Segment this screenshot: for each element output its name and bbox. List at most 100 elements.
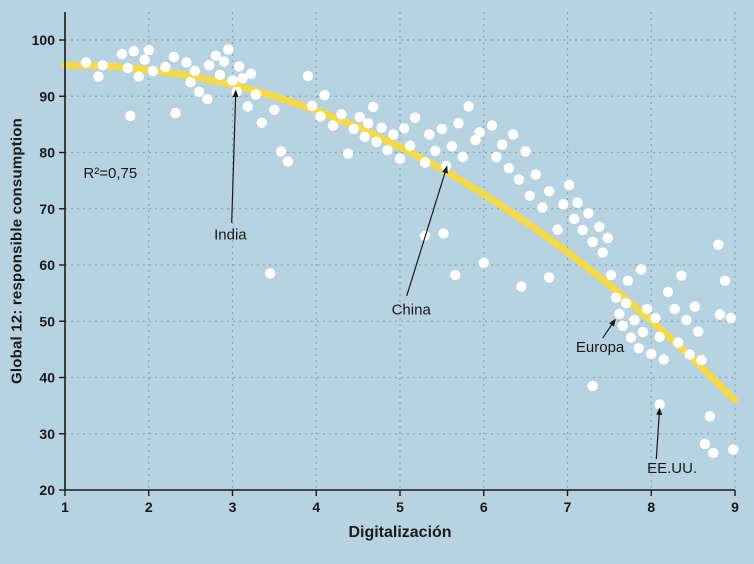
scatter-point	[147, 65, 159, 77]
x-tick-label: 5	[396, 499, 404, 515]
scatter-point	[714, 309, 726, 320]
scatter-point	[713, 239, 724, 250]
scatter-point	[654, 331, 665, 343]
scatter-point	[242, 101, 253, 112]
y-tick-label: 80	[39, 145, 55, 161]
scatter-point	[336, 109, 347, 120]
scatter-point	[463, 101, 474, 112]
x-tick-label: 3	[229, 499, 237, 515]
scatter-point	[376, 122, 387, 133]
y-tick-label: 100	[32, 32, 56, 48]
scatter-point	[602, 232, 613, 244]
y-tick-label: 20	[39, 482, 55, 498]
scatter-point	[363, 118, 374, 129]
annotation-arrow-eeuu	[655, 407, 663, 460]
scatter-point	[256, 117, 267, 128]
scatter-point	[636, 264, 647, 275]
scatter-point	[629, 314, 640, 326]
scatter-point	[497, 139, 508, 150]
scatter-point	[210, 50, 221, 61]
scatter-point	[282, 156, 293, 167]
scatter-point	[125, 110, 136, 122]
scatter-point	[388, 129, 399, 140]
scatter-point	[689, 301, 700, 312]
scatter-point	[453, 118, 464, 129]
scatter-point	[543, 186, 555, 197]
scatter-point	[160, 61, 171, 73]
scatter-point	[342, 148, 354, 159]
scatter-point	[672, 337, 684, 348]
scatter-point	[181, 57, 192, 68]
scatter-point	[650, 312, 661, 324]
x-tick-label: 8	[647, 499, 655, 515]
scatter-point	[633, 343, 644, 354]
scatter-point	[669, 303, 680, 315]
scatter-point	[597, 247, 608, 258]
scatter-point	[696, 354, 707, 366]
scatter-point	[637, 326, 649, 338]
scatter-point	[185, 77, 196, 88]
scatter-point	[486, 120, 498, 131]
scatter-point	[516, 281, 527, 292]
annotation-label-china: China	[392, 302, 432, 319]
scatter-point	[354, 111, 365, 123]
y-tick-label: 30	[39, 426, 55, 442]
scatter-point	[610, 292, 622, 303]
scatter-point	[704, 411, 716, 422]
scatter-point	[478, 257, 489, 268]
x-tick-label: 9	[731, 499, 739, 515]
scatter-point	[170, 107, 181, 119]
scatter-point	[513, 174, 525, 185]
annotation-label-eeuu: EE.UU.	[647, 460, 697, 477]
scatter-point	[203, 60, 215, 71]
scatter-point	[641, 303, 653, 315]
scatter-point	[237, 73, 248, 84]
annotation-label-india: India	[214, 227, 247, 244]
scatter-point	[302, 70, 314, 82]
scatter-point	[214, 69, 226, 81]
scatter-point	[564, 179, 575, 191]
scatter-point	[245, 68, 257, 80]
scatter-point	[622, 275, 633, 286]
scatter-point	[507, 129, 519, 140]
scatter-point	[676, 270, 687, 281]
scatter-point	[543, 272, 555, 283]
scatter-point	[234, 61, 245, 72]
scatter-point	[143, 44, 154, 56]
scatter-point	[605, 269, 617, 281]
scatter-point	[658, 354, 669, 365]
scatter-point	[681, 314, 692, 326]
scatter-point	[617, 320, 628, 331]
scatter-point	[654, 399, 665, 410]
scatter-point	[552, 224, 563, 235]
scatter-point	[382, 145, 393, 156]
scatter-point	[265, 268, 276, 279]
scatter-point	[572, 197, 583, 208]
trend-line	[61, 61, 739, 404]
scatter-point	[693, 326, 704, 337]
y-tick-label: 40	[39, 370, 55, 386]
scatter-point	[530, 169, 541, 180]
scatter-point	[250, 89, 262, 100]
x-axis-title: Digitalización	[348, 524, 452, 541]
scatter-point	[587, 236, 598, 248]
scatter-point	[227, 75, 238, 86]
scatter-point	[359, 131, 370, 142]
scatter-point	[620, 298, 632, 309]
x-tick-label: 1	[61, 499, 69, 515]
scatter-point	[371, 136, 382, 147]
x-tick-label: 6	[480, 499, 488, 515]
x-tick-label: 7	[564, 499, 572, 515]
annotation-label-europa: Europa	[576, 339, 625, 356]
scatter-point	[122, 62, 133, 74]
scatter-point	[708, 447, 719, 459]
annotation-arrow-europa	[602, 318, 616, 339]
scatter-point	[558, 199, 569, 210]
scatter-point	[404, 140, 416, 151]
y-tick-label: 90	[39, 88, 55, 104]
scatter-point	[520, 146, 531, 157]
scatter-point	[409, 112, 421, 123]
scatter-point	[368, 101, 379, 113]
